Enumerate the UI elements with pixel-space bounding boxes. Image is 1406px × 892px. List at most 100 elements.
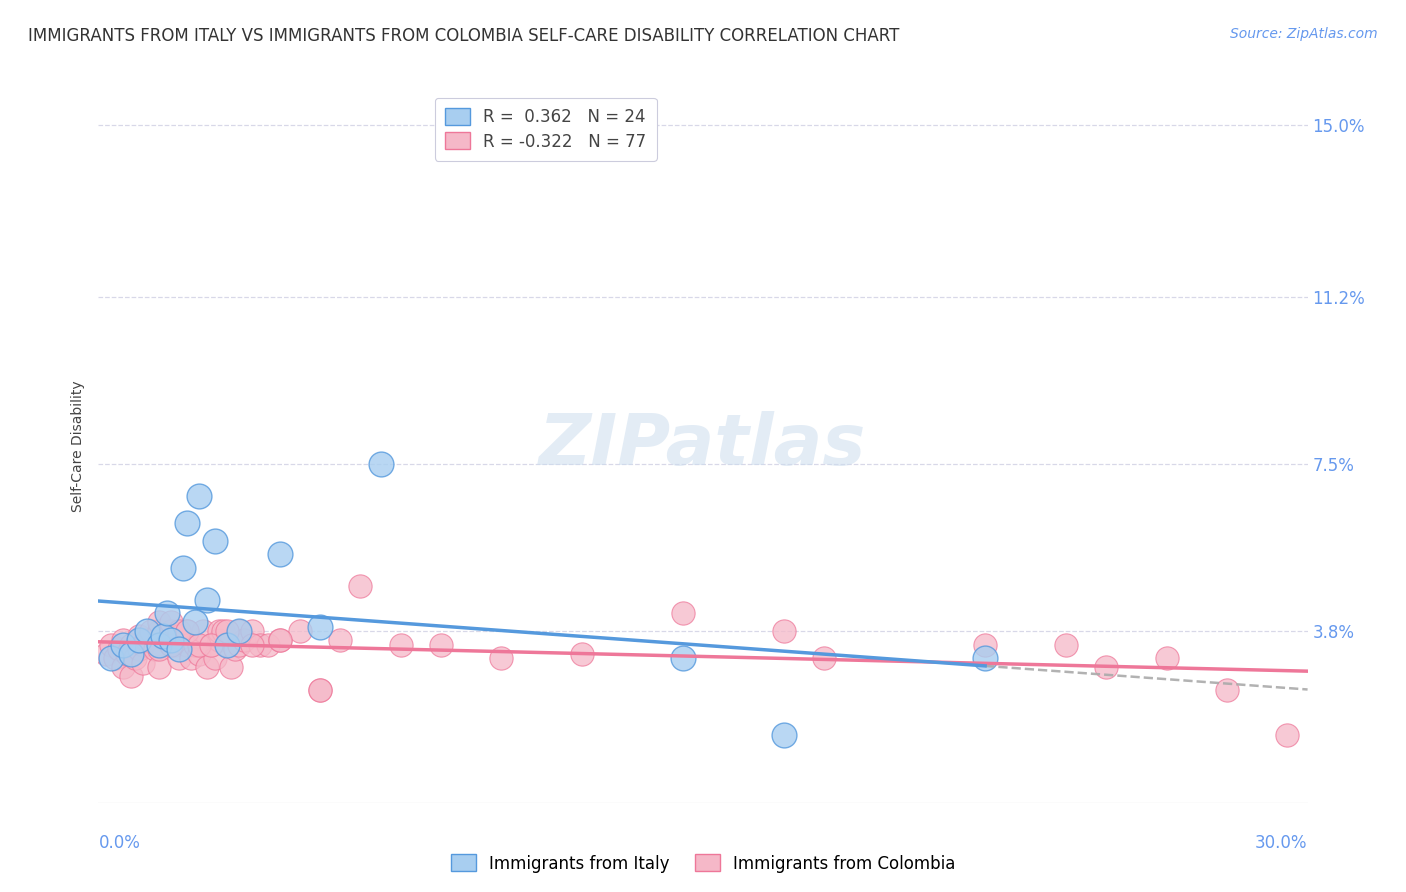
Point xyxy=(200,638,222,652)
Point xyxy=(256,638,278,652)
Point xyxy=(217,638,239,652)
Point xyxy=(124,651,146,665)
Point xyxy=(111,660,134,674)
Point xyxy=(176,638,198,652)
Point xyxy=(217,638,239,652)
Point xyxy=(228,624,250,639)
Point xyxy=(167,651,190,665)
Text: ZIPatlas: ZIPatlas xyxy=(540,411,866,481)
Point xyxy=(1095,660,1118,674)
Point xyxy=(120,669,142,683)
Point xyxy=(111,633,134,648)
Point xyxy=(148,638,170,652)
Point xyxy=(100,651,122,665)
Point xyxy=(176,624,198,639)
Point xyxy=(204,533,226,548)
Point xyxy=(107,642,129,657)
Point xyxy=(128,633,150,648)
Y-axis label: Self-Care Disability: Self-Care Disability xyxy=(72,380,86,512)
Text: IMMIGRANTS FROM ITALY VS IMMIGRANTS FROM COLOMBIA SELF-CARE DISABILITY CORRELATI: IMMIGRANTS FROM ITALY VS IMMIGRANTS FROM… xyxy=(28,27,900,45)
Point xyxy=(288,624,311,639)
Point xyxy=(309,620,332,634)
Point xyxy=(120,638,142,652)
Point xyxy=(143,642,166,657)
Point xyxy=(672,606,695,620)
Point xyxy=(269,633,291,648)
Text: Source: ZipAtlas.com: Source: ZipAtlas.com xyxy=(1230,27,1378,41)
Point xyxy=(1054,638,1077,652)
Point xyxy=(389,638,412,652)
Point xyxy=(167,642,190,657)
Point xyxy=(813,651,835,665)
Point xyxy=(132,638,155,652)
Point xyxy=(103,651,125,665)
Point xyxy=(128,629,150,643)
Point xyxy=(188,489,211,503)
Point xyxy=(208,624,231,639)
Point xyxy=(156,606,179,620)
Point xyxy=(1277,728,1299,742)
Point xyxy=(160,638,183,652)
Point xyxy=(128,642,150,657)
Point xyxy=(974,638,997,652)
Point xyxy=(329,633,352,648)
Point xyxy=(349,579,371,593)
Point xyxy=(160,633,183,648)
Point xyxy=(163,638,186,652)
Point xyxy=(115,647,138,661)
Point xyxy=(491,651,513,665)
Point xyxy=(430,638,453,652)
Point xyxy=(240,638,263,652)
Point xyxy=(249,638,271,652)
Point xyxy=(132,656,155,670)
Point xyxy=(370,457,392,471)
Text: 30.0%: 30.0% xyxy=(1256,834,1308,852)
Point xyxy=(195,660,218,674)
Point xyxy=(208,633,231,648)
Point xyxy=(167,629,190,643)
Point xyxy=(167,624,190,639)
Point xyxy=(176,624,198,639)
Point xyxy=(228,624,250,639)
Point xyxy=(269,633,291,648)
Point xyxy=(188,647,211,661)
Point xyxy=(571,647,593,661)
Point xyxy=(232,633,254,648)
Point xyxy=(221,660,243,674)
Point xyxy=(135,633,157,648)
Point xyxy=(1156,651,1178,665)
Point xyxy=(1216,682,1239,697)
Point xyxy=(148,624,170,639)
Point xyxy=(309,682,332,697)
Point xyxy=(139,624,162,639)
Point xyxy=(135,624,157,639)
Point xyxy=(228,638,250,652)
Point xyxy=(172,633,194,648)
Point xyxy=(224,642,246,657)
Point xyxy=(160,624,183,639)
Point xyxy=(100,638,122,652)
Point xyxy=(96,647,118,661)
Point xyxy=(309,682,332,697)
Point xyxy=(120,647,142,661)
Point xyxy=(152,629,174,643)
Legend: R =  0.362   N = 24, R = -0.322   N = 77: R = 0.362 N = 24, R = -0.322 N = 77 xyxy=(434,97,657,161)
Point xyxy=(172,561,194,575)
Point xyxy=(193,624,215,639)
Point xyxy=(152,629,174,643)
Point xyxy=(184,615,207,629)
Point xyxy=(188,638,211,652)
Legend: Immigrants from Italy, Immigrants from Colombia: Immigrants from Italy, Immigrants from C… xyxy=(444,847,962,880)
Point xyxy=(195,592,218,607)
Point xyxy=(176,516,198,530)
Point xyxy=(148,615,170,629)
Point xyxy=(156,633,179,648)
Point xyxy=(148,660,170,674)
Text: 0.0%: 0.0% xyxy=(98,834,141,852)
Point xyxy=(772,624,794,639)
Point xyxy=(217,624,239,639)
Point xyxy=(974,651,997,665)
Point xyxy=(269,548,291,562)
Point xyxy=(772,728,794,742)
Point xyxy=(160,615,183,629)
